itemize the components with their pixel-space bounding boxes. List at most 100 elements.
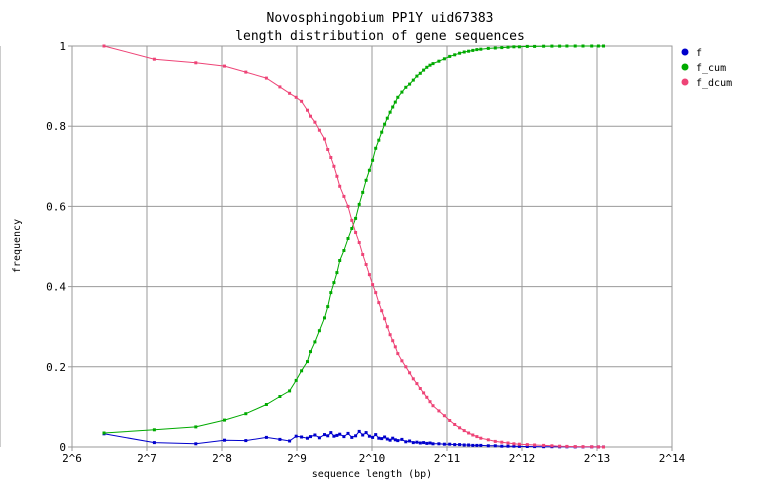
data-point xyxy=(448,419,452,422)
data-point xyxy=(194,425,198,429)
data-point xyxy=(437,409,441,413)
data-point xyxy=(415,382,419,386)
data-point xyxy=(400,90,404,94)
series-line xyxy=(103,45,604,448)
data-point xyxy=(558,44,562,48)
data-point xyxy=(323,137,326,141)
data-point xyxy=(448,54,452,58)
data-point xyxy=(309,350,312,354)
data-point xyxy=(313,340,317,344)
data-point xyxy=(361,253,365,256)
legend-label: f_dcum xyxy=(696,78,732,89)
data-point xyxy=(152,441,156,445)
y-tick-label: 1 xyxy=(59,40,66,53)
data-point xyxy=(223,418,226,422)
data-point xyxy=(418,441,422,445)
data-point xyxy=(471,443,475,447)
data-point xyxy=(288,439,292,443)
data-point xyxy=(335,174,339,178)
data-point xyxy=(388,333,392,337)
data-point xyxy=(408,371,412,375)
data-point xyxy=(393,438,397,442)
data-point xyxy=(437,59,441,63)
data-point xyxy=(391,436,395,440)
data-point xyxy=(338,259,342,262)
data-point xyxy=(404,85,408,89)
data-point xyxy=(458,426,462,430)
data-point xyxy=(425,441,429,445)
data-point xyxy=(442,57,446,61)
data-point xyxy=(374,146,378,150)
data-point xyxy=(244,412,248,416)
data-point xyxy=(506,444,510,448)
data-point xyxy=(467,49,471,53)
data-point xyxy=(581,44,585,48)
data-point xyxy=(493,444,497,448)
data-point xyxy=(517,45,521,49)
data-point xyxy=(361,190,365,194)
data-point xyxy=(374,433,378,437)
data-point xyxy=(350,435,354,439)
data-point xyxy=(525,443,529,447)
data-point xyxy=(385,116,389,120)
chart-title: Novosphingobium PP1Y uid67383 xyxy=(267,11,494,26)
data-point xyxy=(326,148,330,151)
data-point xyxy=(493,46,497,50)
data-point xyxy=(393,345,397,349)
data-point xyxy=(475,435,479,439)
data-point xyxy=(264,403,268,406)
data-point xyxy=(415,74,419,78)
y-tick-label: 0.6 xyxy=(46,200,66,213)
series-line xyxy=(103,45,604,434)
data-point xyxy=(329,431,333,435)
data-point xyxy=(425,395,429,399)
data-point xyxy=(380,309,384,313)
data-point xyxy=(400,359,404,363)
data-point xyxy=(383,122,387,126)
data-point xyxy=(313,433,317,437)
data-point xyxy=(374,291,378,295)
data-point xyxy=(367,273,371,277)
data-point xyxy=(393,100,397,104)
data-point xyxy=(329,291,333,295)
data-point xyxy=(431,404,435,408)
data-point xyxy=(462,443,466,447)
data-point xyxy=(371,283,375,287)
x-tick-label: 2^10 xyxy=(359,452,386,465)
data-point xyxy=(573,445,577,449)
data-point xyxy=(422,391,426,395)
data-point xyxy=(364,263,368,266)
legend-item: f_cum xyxy=(681,63,726,74)
data-point xyxy=(573,44,577,48)
data-point xyxy=(342,194,346,198)
data-point xyxy=(371,158,375,162)
data-point xyxy=(300,99,304,103)
data-point xyxy=(512,444,516,448)
data-point xyxy=(411,377,415,381)
series-layer xyxy=(102,44,605,449)
y-tick-label: 0.8 xyxy=(46,120,66,133)
data-point xyxy=(306,436,309,440)
data-point xyxy=(102,431,106,435)
data-point xyxy=(506,45,510,49)
data-point xyxy=(380,437,384,441)
data-point xyxy=(493,439,497,443)
x-tick-label: 2^9 xyxy=(287,452,307,465)
x-tick-labels: 2^6 2^7 2^8 2^9 2^10 2^11 2^12 2^13 2^14 xyxy=(62,452,686,465)
data-point xyxy=(361,433,365,437)
data-point xyxy=(388,438,392,442)
data-point xyxy=(306,108,309,112)
legend-item: f_dcum xyxy=(681,78,732,89)
data-point xyxy=(152,57,156,61)
data-point xyxy=(364,178,368,182)
data-point xyxy=(404,440,408,444)
chart-grid xyxy=(68,45,673,451)
data-point xyxy=(471,48,475,52)
data-point xyxy=(602,44,605,48)
data-point xyxy=(411,441,415,445)
data-point xyxy=(329,156,333,159)
series-f-cum xyxy=(102,44,605,435)
data-point xyxy=(323,316,326,320)
data-point xyxy=(194,442,198,446)
data-point xyxy=(326,305,330,309)
